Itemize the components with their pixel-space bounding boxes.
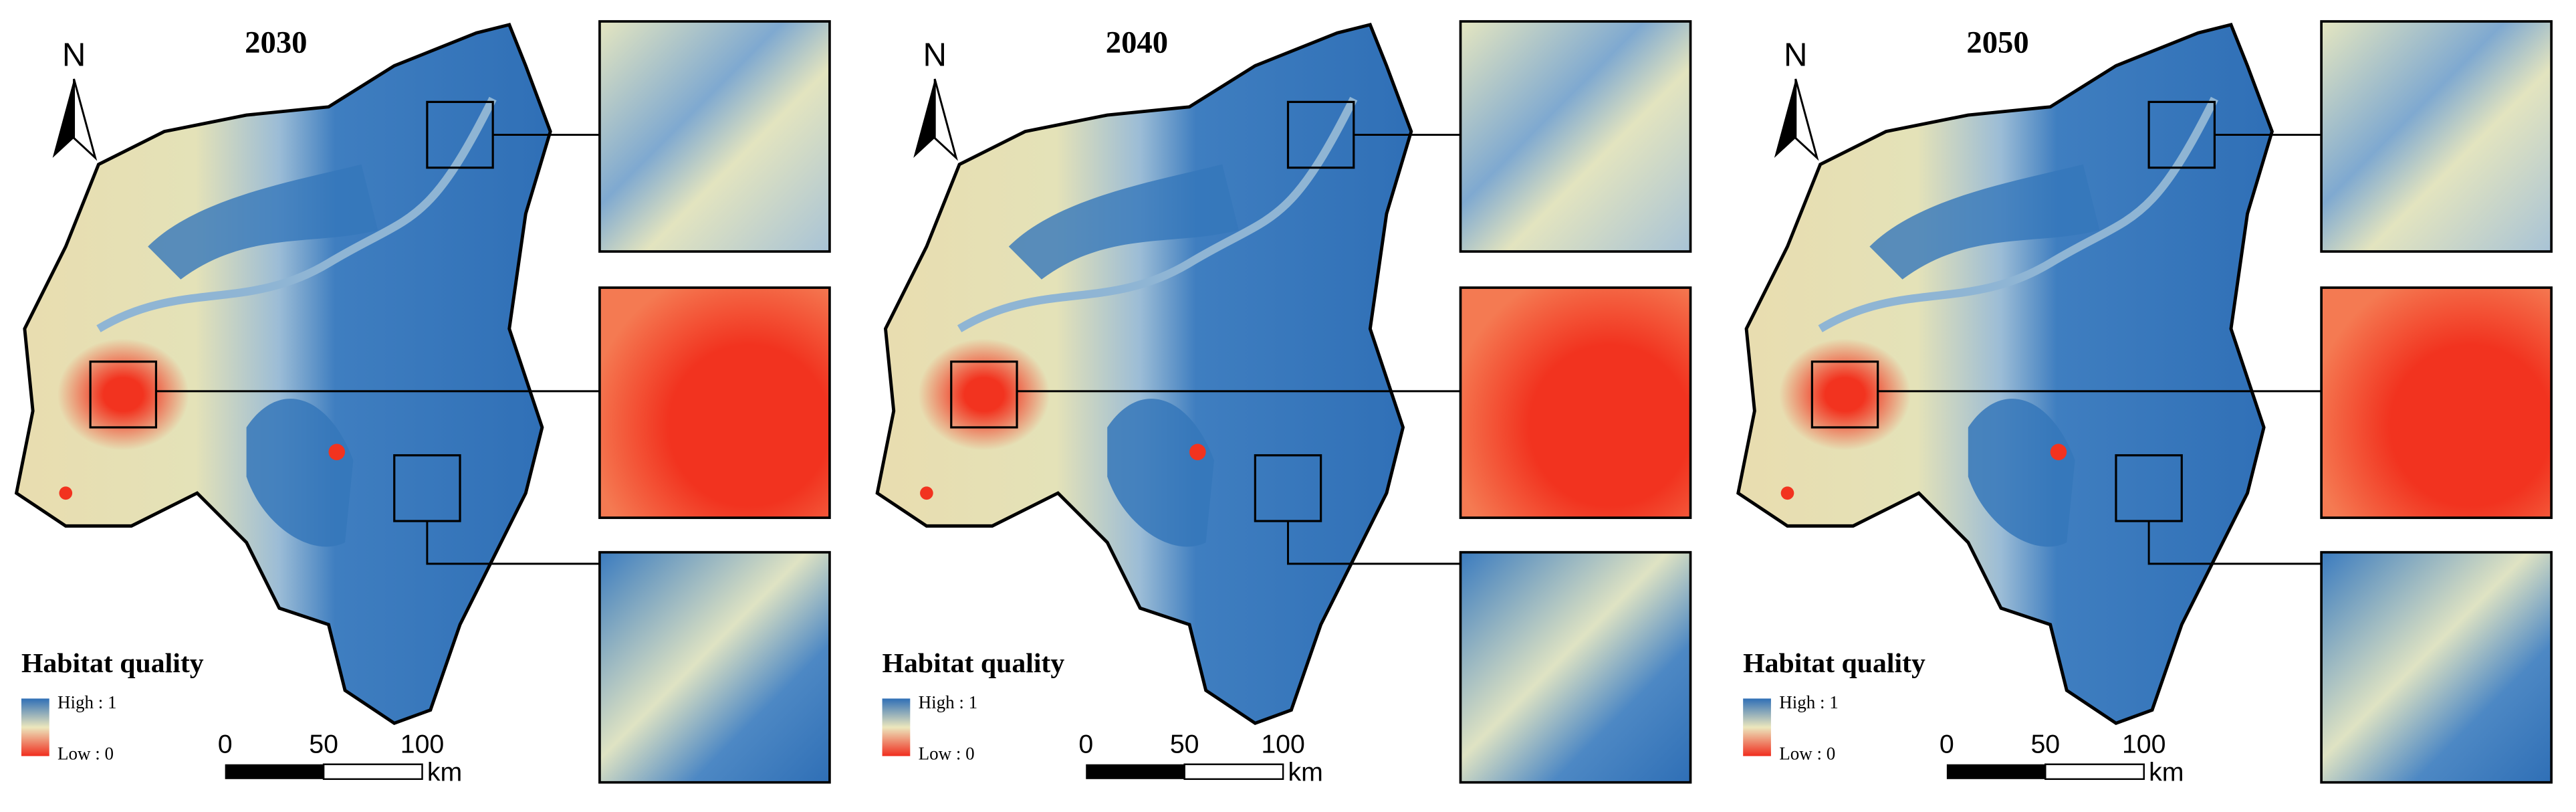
inset-frame — [1810, 361, 1879, 429]
legend-high: High : 1 — [919, 692, 978, 712]
map-outline — [14, 23, 552, 725]
scale-bar — [322, 763, 423, 781]
north-label: N — [1784, 37, 1807, 73]
legend-title: Habitat quality — [21, 648, 204, 679]
panel-title: 2050 — [1966, 25, 2028, 60]
scale-bar — [225, 764, 324, 779]
legend-title: Habitat quality — [883, 648, 1065, 679]
urban — [918, 338, 1050, 451]
forest — [246, 399, 354, 547]
legend-high: High : 1 — [1779, 692, 1839, 712]
callout-line — [426, 521, 600, 565]
north-arrow — [1774, 79, 1796, 158]
scale-unit: km — [1288, 757, 1323, 787]
north-label: N — [923, 37, 946, 73]
legend-low: Low : 0 — [919, 743, 975, 763]
inset-map — [1459, 286, 1692, 519]
scale-unit: km — [2149, 757, 2184, 787]
north-arrow — [1794, 78, 1819, 161]
scale-bar — [1086, 764, 1185, 779]
urban — [328, 443, 346, 461]
callout-line — [1287, 521, 1461, 565]
scale-label: 0 — [1940, 729, 1954, 758]
scale-label: 100 — [400, 729, 445, 758]
panel: 2050 N Habitat quality High : 1 Low : 0 0 50 10… — [1736, 20, 2553, 787]
urban — [59, 486, 73, 500]
forest — [1968, 399, 2075, 547]
panel-title: 2030 — [245, 25, 307, 60]
scale-label: 0 — [218, 729, 233, 758]
legend-low: Low : 0 — [1779, 743, 1835, 763]
legend-high: High : 1 — [57, 692, 117, 712]
inset-map — [598, 550, 831, 784]
map-outline — [875, 23, 1413, 725]
forest — [1869, 164, 2100, 280]
north-arrow — [52, 79, 74, 158]
scale-label: 50 — [2030, 729, 2060, 758]
map-outline — [1736, 23, 2274, 725]
panel: 2040 N Habitat quality High : 1 Low : 0 0 50 10… — [875, 20, 1692, 787]
panel-title: 2040 — [1106, 25, 1168, 60]
callout-line — [2147, 521, 2322, 565]
scale-bar — [2044, 763, 2145, 781]
inset-frame — [89, 361, 158, 429]
panel: 2030 N Habitat quality High : 1 Low : 0 0 50 10… — [14, 20, 831, 787]
legend-ramp — [1743, 698, 1771, 756]
urban — [1780, 486, 1794, 500]
river — [1818, 96, 2218, 332]
legend-title: Habitat quality — [1743, 648, 1925, 679]
north-arrow — [73, 78, 98, 161]
urban — [1779, 338, 1911, 451]
river — [957, 96, 1358, 332]
north-label: N — [62, 37, 86, 73]
scale-bar — [1946, 764, 2046, 779]
scale-label: 100 — [1261, 729, 1305, 758]
forest — [148, 164, 378, 280]
inset-map — [1459, 550, 1692, 784]
legend-low: Low : 0 — [57, 743, 114, 763]
forest — [1107, 399, 1214, 547]
scale-label: 0 — [1078, 729, 1093, 758]
inset-frame — [950, 361, 1018, 429]
legend-ramp — [882, 698, 911, 756]
inset-map — [2320, 20, 2553, 253]
scale-bar — [1183, 763, 1284, 781]
scale-label: 50 — [309, 729, 338, 758]
forest — [1008, 164, 1239, 280]
scale-label: 100 — [2122, 729, 2166, 758]
north-arrow — [933, 78, 958, 161]
urban — [920, 486, 933, 500]
scale-label: 50 — [1170, 729, 1199, 758]
urban — [1189, 443, 1206, 461]
inset-map — [1459, 20, 1692, 253]
inset-map — [2320, 286, 2553, 519]
urban — [57, 338, 189, 451]
inset-map — [2320, 550, 2553, 784]
urban — [2050, 443, 2067, 461]
legend-ramp — [21, 698, 49, 756]
inset-map — [598, 20, 831, 253]
north-arrow — [913, 79, 935, 158]
scale-unit: km — [427, 757, 462, 787]
inset-map — [598, 286, 831, 519]
river — [96, 96, 497, 332]
